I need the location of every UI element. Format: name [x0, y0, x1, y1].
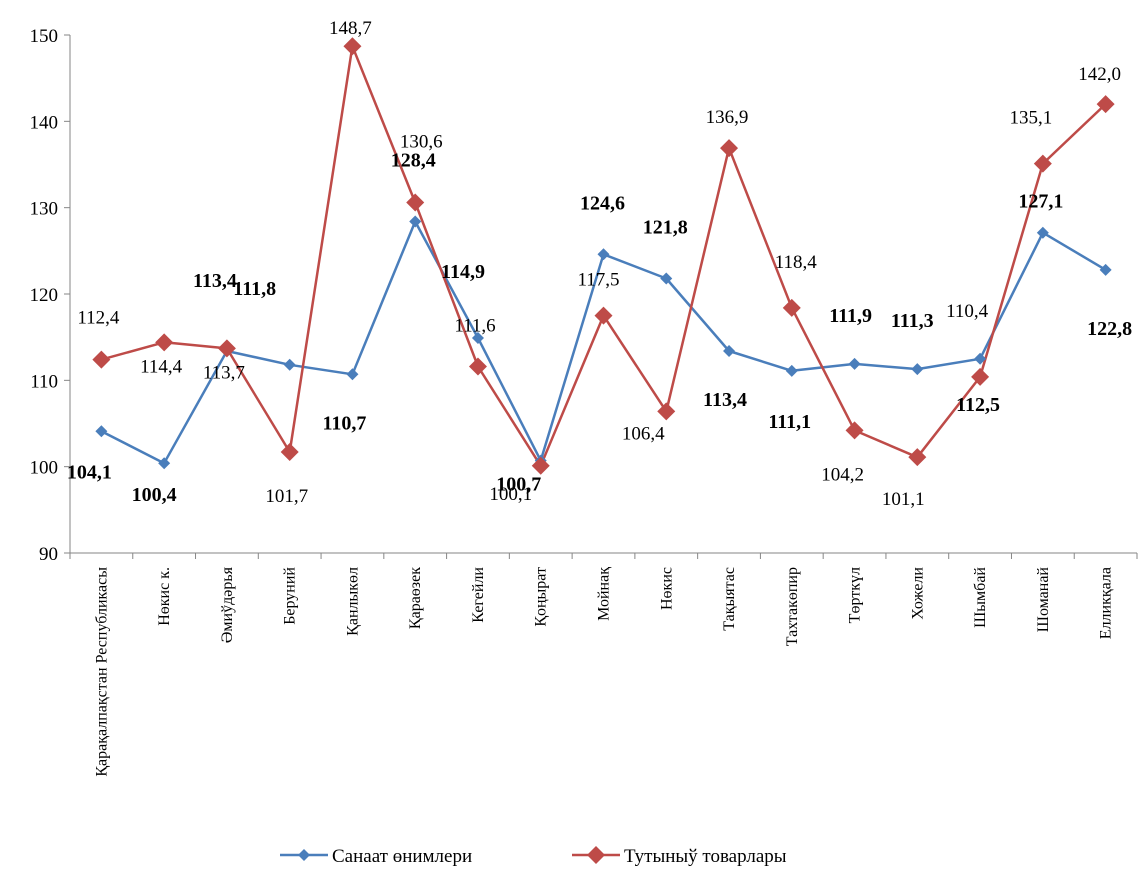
category-label: Беруний — [282, 567, 299, 625]
data-label-series-2: 112,4 — [77, 308, 120, 329]
data-label-series-2: 104,2 — [821, 464, 864, 485]
legend-marker-2 — [587, 846, 605, 864]
data-label-series-2: 111,6 — [454, 316, 495, 337]
data-label-series-1: 104,1 — [67, 461, 112, 483]
data-label-series-1: 100,4 — [132, 484, 177, 506]
series-2-point — [406, 193, 425, 212]
series-1-point — [848, 357, 861, 370]
data-label-series-1: 113,4 — [193, 270, 237, 292]
series-1-point — [283, 358, 296, 371]
data-label-series-2: 106,4 — [622, 423, 665, 444]
data-label-series-2: 148,7 — [329, 18, 372, 39]
series-2-point — [971, 367, 990, 386]
series-1-point — [1036, 226, 1049, 239]
data-label-series-1: 111,3 — [891, 310, 934, 332]
legend-marker-1 — [298, 849, 310, 861]
series-1-point — [95, 425, 108, 438]
series-1-point — [911, 363, 924, 376]
legend: Санаат өнимлери Тутыныў товарлары — [280, 846, 787, 867]
y-tick-label: 120 — [30, 285, 59, 306]
data-label-series-1: 127,1 — [1018, 191, 1063, 213]
data-label-series-2: 135,1 — [1010, 108, 1053, 129]
data-label-series-2: 114,4 — [140, 356, 183, 377]
series-2-point — [155, 333, 174, 352]
series-1-point — [409, 215, 422, 228]
series-1-point — [1099, 263, 1112, 276]
category-label: Қоңырат — [533, 567, 550, 627]
legend-label-1: Санаат өнимлери — [332, 846, 472, 867]
series-1-point — [158, 457, 171, 470]
data-label-series-1: 112,5 — [956, 394, 1000, 416]
data-label-series-2: 113,7 — [203, 362, 245, 383]
series-2-point — [217, 339, 236, 358]
series-2-point — [468, 357, 487, 376]
series-1-point — [346, 368, 359, 381]
data-label-series-1: 121,8 — [643, 217, 688, 239]
category-label: Шымбай — [972, 567, 989, 628]
category-label: Әмиўдәрья — [219, 566, 236, 643]
series-2-point — [720, 139, 739, 158]
data-label-series-1: 122,8 — [1087, 318, 1132, 340]
y-tick-label: 140 — [30, 112, 59, 133]
series-2-point — [594, 306, 613, 325]
series-2-point — [343, 37, 362, 56]
category-label: Төрткүл — [847, 567, 864, 623]
y-tick-label: 110 — [30, 371, 58, 392]
data-label-series-2: 110,4 — [946, 301, 989, 322]
y-tick-label: 150 — [30, 26, 59, 47]
y-tick-label: 130 — [30, 199, 59, 220]
data-label-series-1: 124,6 — [580, 192, 625, 214]
series-2-point — [657, 402, 676, 421]
category-label: Елликқала — [1098, 567, 1115, 639]
series-2-point — [280, 442, 299, 461]
series-1-point — [974, 352, 987, 365]
data-label-series-2: 101,1 — [882, 489, 925, 510]
data-label-series-2: 142,0 — [1078, 64, 1121, 85]
data-label-series-1: 111,8 — [233, 278, 276, 300]
series-2-point — [782, 298, 801, 317]
category-label: Қанлыкөл — [344, 567, 361, 636]
category-label: Нөкис — [658, 567, 675, 610]
series-2-point — [845, 421, 864, 440]
data-label-series-2: 117,5 — [577, 270, 619, 291]
data-label-series-1: 111,9 — [829, 305, 872, 327]
series-1-point — [723, 344, 736, 357]
category-label: Тахтакөпир — [784, 567, 801, 646]
series-2-point — [92, 350, 111, 369]
category-label: Қарақалпақстан Республикасы — [93, 567, 110, 777]
data-label-series-1: 113,4 — [703, 389, 747, 411]
series-1-point — [471, 332, 484, 345]
axes: 90 100 110 120 130 140 150 Қарақалпақстан Респу… — [30, 26, 1138, 777]
series-markers — [92, 37, 1115, 475]
series-1-point — [660, 272, 673, 285]
data-label-series-2: 136,9 — [706, 107, 749, 128]
data-label-series-2: 101,7 — [265, 486, 308, 507]
data-label-series-1: 128,4 — [391, 150, 436, 172]
category-label: Кегейли — [470, 567, 487, 623]
data-labels: 104,1100,4113,4111,8110,7128,4114,9100,7… — [67, 18, 1132, 510]
data-label-series-1: 114,9 — [441, 261, 485, 283]
data-label-series-2: 130,6 — [400, 132, 443, 153]
series-2-point — [531, 456, 550, 475]
category-label: Нөкис к. — [156, 567, 173, 626]
series-2-point — [908, 448, 927, 467]
category-label: Хожели — [909, 567, 926, 620]
series-1-point — [785, 364, 798, 377]
category-label: Мойнақ — [596, 567, 613, 621]
category-label: Тақыятас — [721, 567, 738, 631]
series-1-point — [597, 248, 610, 261]
legend-label-2: Тутыныў товарлары — [624, 846, 787, 867]
y-tick-label: 100 — [30, 458, 59, 479]
data-label-series-1: 110,7 — [322, 412, 366, 434]
series-2-point — [1096, 95, 1115, 114]
data-label-series-2: 118,4 — [775, 252, 818, 273]
data-label-series-2: 100,1 — [489, 484, 532, 505]
y-tick-label: 90 — [39, 544, 58, 565]
category-label: Шоманай — [1035, 567, 1052, 633]
category-label: Қараөзек — [407, 567, 424, 629]
data-label-series-1: 100,7 — [496, 474, 541, 496]
series-2-point — [1033, 154, 1052, 173]
data-label-series-1: 111,1 — [768, 411, 811, 433]
